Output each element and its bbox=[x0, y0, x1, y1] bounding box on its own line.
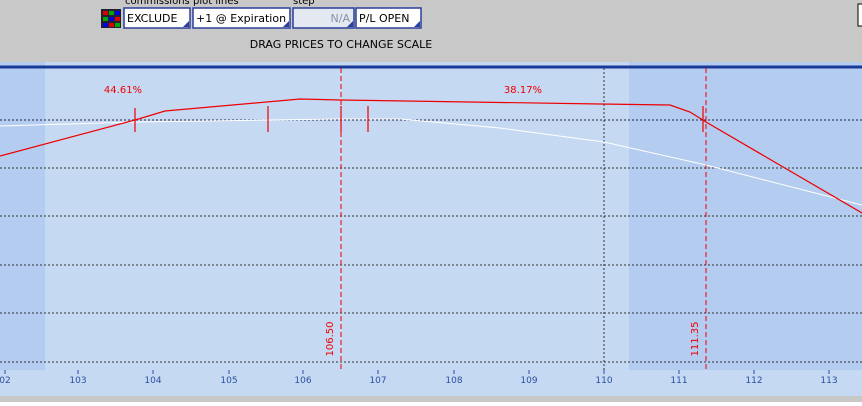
button-corner bbox=[183, 21, 189, 27]
button[interactable]: N/A bbox=[292, 7, 355, 29]
marker-label: 111.35 bbox=[690, 322, 701, 357]
button-face bbox=[292, 7, 355, 29]
x-tick-label: 103 bbox=[69, 376, 86, 386]
field-label: plot lines bbox=[193, 0, 239, 7]
x-tick-label: 108 bbox=[445, 376, 462, 386]
edge-box bbox=[857, 3, 862, 27]
annotation: 44.61% bbox=[104, 85, 142, 96]
annotation: 38.17% bbox=[504, 85, 542, 96]
x-axis bbox=[0, 370, 862, 396]
button-label: EXCLUDE bbox=[127, 12, 177, 25]
x-tick-label: 02 bbox=[0, 376, 11, 386]
x-tick-label: 111 bbox=[670, 376, 687, 386]
band bbox=[0, 62, 45, 370]
hint: DRAG PRICES TO CHANGE SCALE bbox=[250, 38, 433, 51]
button[interactable]: EXCLUDE bbox=[123, 7, 191, 29]
button[interactable]: +1 @ Expiration bbox=[192, 7, 291, 29]
button-face bbox=[123, 7, 191, 29]
button[interactable]: P/L OPEN bbox=[355, 7, 422, 29]
x-tick-label: 113 bbox=[820, 376, 837, 386]
curve-expiration bbox=[0, 98, 862, 214]
x-tick-label: 106 bbox=[294, 376, 311, 386]
x-tick-label: 104 bbox=[144, 376, 161, 386]
x-tick-label: 110 bbox=[595, 376, 612, 386]
marker-label: 106.50 bbox=[325, 322, 336, 357]
color-icon[interactable] bbox=[101, 9, 121, 28]
field-label: commissions bbox=[125, 0, 190, 7]
button-corner bbox=[414, 21, 420, 27]
button-corner bbox=[283, 21, 289, 27]
x-tick-label: 112 bbox=[745, 376, 762, 386]
button-face bbox=[355, 7, 422, 29]
x-tick-label: 107 bbox=[369, 376, 386, 386]
button-label: P/L OPEN bbox=[359, 12, 409, 25]
field-label: step bbox=[293, 0, 315, 7]
strike-ticks bbox=[134, 106, 704, 132]
x-tick-label: 109 bbox=[520, 376, 537, 386]
button-face bbox=[192, 7, 291, 29]
button-label: N/A bbox=[331, 12, 351, 25]
curve-today bbox=[0, 118, 862, 206]
x-tick-label: 105 bbox=[220, 376, 237, 386]
button-label: +1 @ Expiration bbox=[196, 12, 286, 25]
button-corner bbox=[347, 21, 353, 27]
footer bbox=[0, 396, 862, 402]
